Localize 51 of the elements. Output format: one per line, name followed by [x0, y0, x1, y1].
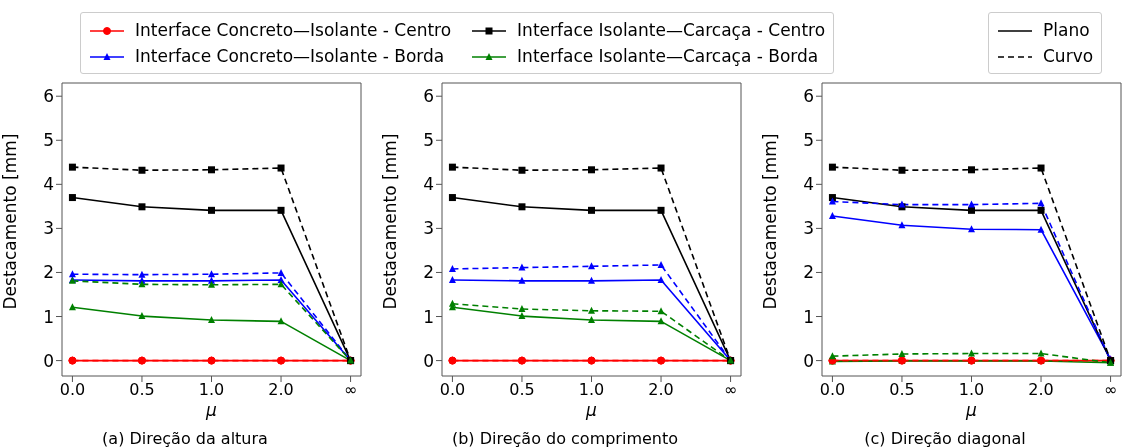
y-tick-label: 4 [803, 174, 814, 195]
y-tick-label: 0 [423, 350, 434, 371]
y-tick-label: 6 [803, 86, 814, 107]
y-tick-label: 2 [803, 262, 814, 283]
x-tick-label: 0.0 [59, 380, 86, 400]
legend-label: Interface Isolante—Carcaça - Borda [516, 45, 820, 68]
x-tick-label: 1.0 [198, 380, 225, 400]
x-tick-label: 2.0 [1028, 380, 1054, 400]
y-tick-label: 0 [803, 350, 814, 371]
text: Curvo [1042, 45, 1094, 68]
y-tick-label: 3 [43, 218, 54, 239]
y-tick-label: 3 [803, 218, 814, 239]
x-tick-label: 1.0 [958, 380, 985, 400]
y-tick-label: 4 [423, 174, 434, 195]
text: (b) Direção do comprimento [450, 429, 680, 448]
y-tick-label: 4 [43, 174, 54, 195]
text: (a) Direção da altura [101, 429, 269, 448]
legend-label: Interface Concreto—Isolante - Centro [134, 19, 452, 42]
x-axis-title: μ [205, 400, 218, 420]
y-tick-label: 5 [803, 130, 814, 151]
x-tick-label: 0.0 [819, 380, 846, 400]
y-tick-label: 1 [423, 306, 434, 327]
y-tick-label: 5 [43, 130, 54, 151]
y-axis-title: Destacamento [mm] [380, 133, 401, 310]
y-tick-label: 2 [43, 262, 54, 283]
y-tick-label: 1 [803, 306, 814, 327]
x-tick-label: 0.5 [509, 380, 535, 400]
x-tick-label: ∞ [343, 380, 358, 400]
x-axis-title: μ [585, 400, 598, 420]
x-axis-title: μ [965, 400, 978, 420]
x-tick-label: 2.0 [268, 380, 294, 400]
y-tick-label: 6 [43, 86, 54, 107]
y-axis-title: Destacamento [mm] [0, 133, 21, 310]
x-tick-label: ∞ [723, 380, 738, 400]
x-tick-label: 1.0 [578, 380, 605, 400]
y-tick-label: 6 [423, 86, 434, 107]
y-tick-label: 3 [423, 218, 434, 239]
legend-label: Interface Isolante—Carcaça - Centro [516, 19, 826, 42]
text: Plano [1042, 19, 1091, 42]
y-axis-title: Destacamento [mm] [760, 133, 781, 310]
x-tick-label: 0.5 [889, 380, 915, 400]
x-tick-label: 0.5 [129, 380, 155, 400]
x-tick-label: 0.0 [439, 380, 466, 400]
x-tick-label: ∞ [1103, 380, 1118, 400]
y-tick-label: 0 [43, 350, 54, 371]
y-tick-label: 1 [43, 306, 54, 327]
y-tick-label: 2 [423, 262, 434, 283]
text: (c) Direção diagonal [863, 429, 1027, 448]
x-tick-label: 2.0 [648, 380, 674, 400]
y-tick-label: 5 [423, 130, 434, 151]
legend-label: Interface Concreto—Isolante - Borda [134, 45, 446, 68]
